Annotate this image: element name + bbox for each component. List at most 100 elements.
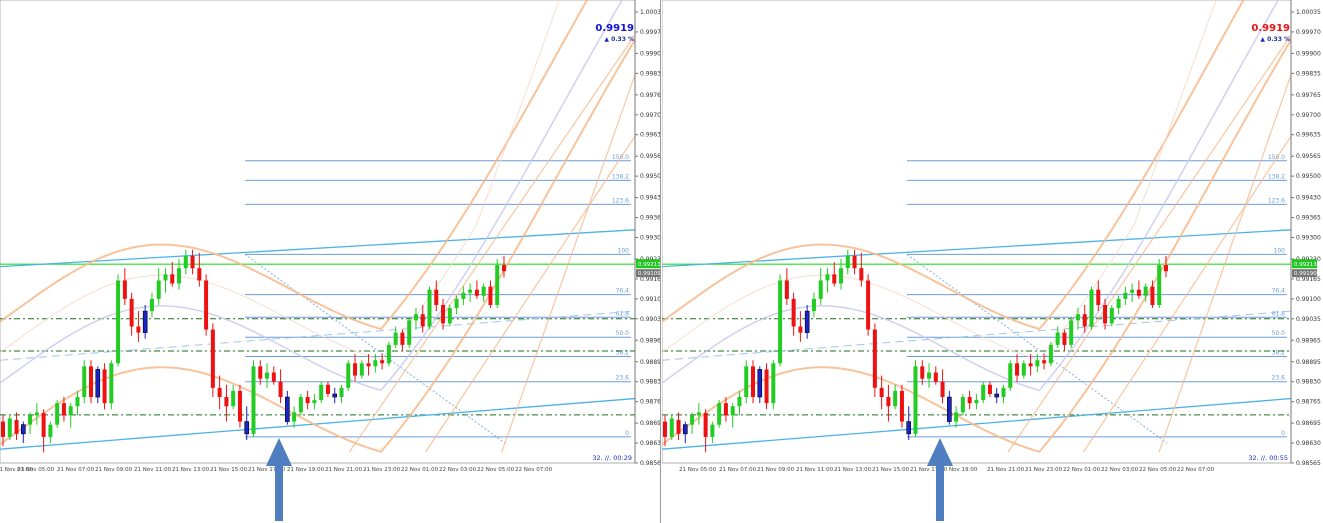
candle (1130, 289, 1135, 293)
y-tick-label: 0.99700 (1296, 112, 1321, 119)
candle (68, 406, 73, 416)
candle (696, 412, 701, 416)
candle (380, 360, 385, 364)
y-tick-label: 0.99300 (640, 235, 661, 242)
candle (1069, 320, 1074, 345)
fib-label: 23.6 (616, 375, 630, 382)
candle (386, 344, 391, 364)
candle (332, 393, 338, 398)
candle (271, 372, 276, 382)
candle (75, 397, 80, 407)
candle (21, 424, 26, 435)
y-tick-label: 0.99970 (1296, 29, 1321, 36)
candle (190, 255, 195, 269)
candle (1021, 363, 1026, 376)
fib-label: 50.0 (616, 330, 630, 337)
candle (764, 369, 769, 404)
fib-label: 23.6 (1272, 375, 1286, 382)
trendline-upper (662, 229, 1292, 268)
candle (1150, 286, 1155, 305)
candle (974, 400, 979, 404)
band-middle (0, 0, 624, 392)
fib-label: 100 (618, 247, 630, 254)
candle (156, 280, 161, 299)
fan-line (1082, 135, 1292, 453)
candle (920, 366, 925, 379)
candle (825, 274, 830, 281)
x-tick-label: 21 Nov 07:00 (719, 467, 757, 473)
y-tick-label: 0.98630 (640, 440, 661, 447)
candle (481, 286, 486, 296)
candle (447, 308, 452, 324)
candle (967, 397, 972, 404)
y-tick-label: 0.99835 (640, 70, 661, 77)
y-tick-label: 0.99365 (640, 215, 661, 222)
candle (744, 366, 749, 398)
y-tick-label: 0.99565 (1296, 153, 1321, 160)
trendline-upper (0, 229, 636, 268)
plot-area (662, 0, 1292, 464)
candle (1103, 304, 1108, 324)
candle (927, 372, 932, 379)
candle (751, 366, 756, 398)
fib-label: 138.2 (612, 173, 629, 180)
fib-label: 76.4 (616, 288, 630, 295)
panel-divider (660, 0, 661, 523)
candle (1163, 265, 1168, 272)
candle (258, 366, 263, 379)
candle (305, 397, 310, 404)
chart-panel-1: 150.0138.2123.610076.461.850.038.223.601… (0, 0, 661, 521)
candle (407, 320, 412, 345)
x-tick-label: 21 Nov 11:00 (134, 467, 172, 473)
candle (663, 421, 667, 437)
candle (947, 396, 952, 422)
band-upper (0, 0, 589, 331)
candle (737, 397, 742, 407)
plot-area (0, 0, 636, 464)
x-tick-label: 21 Nov 15:00 (872, 467, 910, 473)
candle (859, 268, 864, 281)
fib-label: 100 (1274, 247, 1286, 254)
candle (839, 268, 844, 284)
x-tick-label: 21 Nov 17:00 (248, 467, 286, 473)
candle (1109, 308, 1114, 324)
candle (177, 268, 182, 284)
candle (237, 390, 242, 422)
candle (1015, 363, 1020, 376)
x-tick-label: 21 Nov 09:00 (95, 467, 133, 473)
candle (1001, 387, 1006, 398)
x-tick-label: 22 Nov 03:00 (1101, 467, 1139, 473)
candle (683, 424, 688, 435)
trendline-lower (0, 397, 636, 450)
y-tick-label: 0.99035 (640, 316, 661, 323)
y-tick-label: 0.99300 (1296, 235, 1321, 242)
y-tick-label: 0.99635 (1296, 132, 1321, 139)
candle (1062, 332, 1067, 345)
y-tick-label: 0.99765 (1296, 92, 1321, 99)
y-tick-label: 0.99500 (640, 173, 661, 180)
change-label: ▲ 0.33 % (604, 36, 634, 43)
candle (676, 420, 681, 434)
y-tick-label: 0.98830 (640, 379, 661, 386)
candle (987, 384, 992, 394)
candle (251, 366, 256, 434)
fan-line (348, 34, 636, 453)
candle (116, 280, 121, 364)
candle (204, 280, 209, 330)
candle (1116, 298, 1121, 309)
candle (933, 372, 938, 382)
x-tick-label: 22 Nov 07:00 (1177, 467, 1215, 473)
candle (1157, 265, 1162, 305)
candle (1028, 363, 1033, 367)
band-faint (662, 0, 1217, 361)
chart-panel-2: 150.0138.2123.610076.461.850.038.223.601… (662, 0, 1321, 521)
candle (1035, 360, 1040, 367)
candle (1082, 314, 1087, 327)
up-arrow-icon (927, 438, 953, 466)
x-tick-label: 22 Nov 01:00 (1063, 467, 1101, 473)
band-upper (662, 0, 1245, 331)
candle (886, 397, 891, 407)
candle (804, 310, 810, 333)
current-price-tag (636, 259, 661, 269)
fib-label: 50.0 (1272, 330, 1286, 337)
